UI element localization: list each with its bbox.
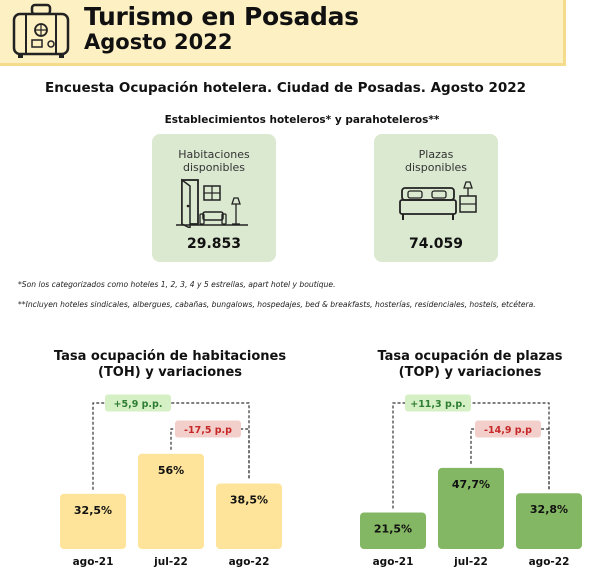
top-variation-badge-1 [405, 394, 471, 412]
top-category-label-ago-22: ago-22 [529, 556, 570, 568]
top-variation-badge-2 [475, 420, 541, 438]
toh-chart-title: Tasa ocupación de habitaciones (TOH) y v… [40, 349, 300, 381]
toh-bar-value-ago-22: 38,5% [230, 494, 268, 507]
top-bar-value-ago-21: 21,5% [374, 522, 412, 535]
top-title-line2: (TOP) y variaciones [398, 365, 542, 380]
toh-category-label-jul-22: jul-22 [153, 556, 188, 568]
beds-available-value: 74.059 [408, 236, 464, 252]
top-title-line1: Tasa ocupación de plazas [377, 349, 563, 364]
top-bar-value-ago-22: 32,8% [530, 503, 568, 516]
toh-variation-label-1: +5,9 p.p. [114, 399, 163, 410]
footnote-parahotels: **Incluyen hoteles sindicales, albergues… [18, 300, 536, 309]
top-chart-svg: 21,5% ago-21 47,7% jul-22 32,8% ago-22 +11,3 p… [360, 394, 582, 568]
footnote-hotels: *Son los categorizados como hoteles 1, 2… [18, 280, 336, 289]
header-banner: Turismo en Posadas Agosto 2022 [0, 0, 566, 66]
top-bar-ago-21 [360, 512, 426, 549]
toh-bar-ago-22 [216, 483, 282, 549]
rooms-card-label: Habitaciones disponibles [152, 148, 276, 174]
top-category-label-ago-21: ago-21 [373, 556, 414, 568]
toh-title-line2: (TOH) y variaciones [98, 365, 242, 380]
beds-card: Plazas disponibles 74.059 [374, 134, 498, 262]
top-bar-ago-22 [516, 493, 582, 549]
toh-bar-ago-21 [60, 493, 126, 549]
page-subtitle: Agosto 2022 [84, 30, 233, 54]
top-variation-bracket-2 [470, 428, 550, 490]
bed-icon [399, 181, 477, 220]
page-title: Turismo en Posadas [84, 2, 359, 31]
top-variation-label-1: +11,3 p.p. [410, 399, 466, 410]
toh-bar-value-ago-21: 32,5% [74, 504, 112, 517]
toh-bar-jul-22 [138, 453, 204, 549]
toh-bar-value-jul-22: 56% [158, 464, 184, 477]
toh-variation-label-2: -17,5 p.p [184, 425, 232, 436]
room-icon [176, 178, 248, 228]
toh-chart-svg: 32,5% ago-21 56% jul-22 38,5% ago-22 +5,9 p.p.… [60, 394, 282, 568]
rooms-available-value: 29.853 [186, 236, 242, 252]
beds-label-line1: Plazas [418, 148, 454, 161]
toh-title-line1: Tasa ocupación de habitaciones [53, 349, 287, 364]
toh-category-label-ago-22: ago-22 [229, 556, 270, 568]
beds-card-label: Plazas disponibles [374, 148, 498, 174]
top-bar-jul-22 [438, 467, 504, 549]
top-chart-title: Tasa ocupación de plazas (TOP) y variaci… [340, 349, 600, 381]
establishments-title: Establecimientos hoteleros* y parahotele… [164, 114, 440, 126]
suitcase-icon [12, 3, 70, 58]
top-bar-value-jul-22: 47,7% [452, 478, 490, 491]
toh-category-label-ago-21: ago-21 [73, 556, 114, 568]
survey-title: Encuesta Ocupación hotelera. Ciudad de P… [45, 80, 527, 96]
top-variation-label-2: -14,9 p.p [484, 425, 532, 436]
rooms-label-line2: disponibles [182, 161, 246, 174]
top-chart: 21,5% ago-21 47,7% jul-22 32,8% ago-22 +11,3 p… [340, 343, 600, 570]
toh-variation-badge-2 [175, 420, 241, 438]
top-category-label-jul-22: jul-22 [453, 556, 488, 568]
rooms-card: Habitaciones disponibles 29.853 [152, 134, 276, 262]
toh-variation-badge-1 [105, 394, 171, 412]
beds-label-line2: disponibles [404, 161, 468, 174]
top-variation-bracket-1 [392, 402, 550, 509]
toh-chart: 32,5% ago-21 56% jul-22 38,5% ago-22 +5,9 p.p.… [40, 343, 300, 570]
toh-variation-bracket-2 [170, 428, 250, 480]
rooms-label-line1: Habitaciones [178, 148, 250, 161]
